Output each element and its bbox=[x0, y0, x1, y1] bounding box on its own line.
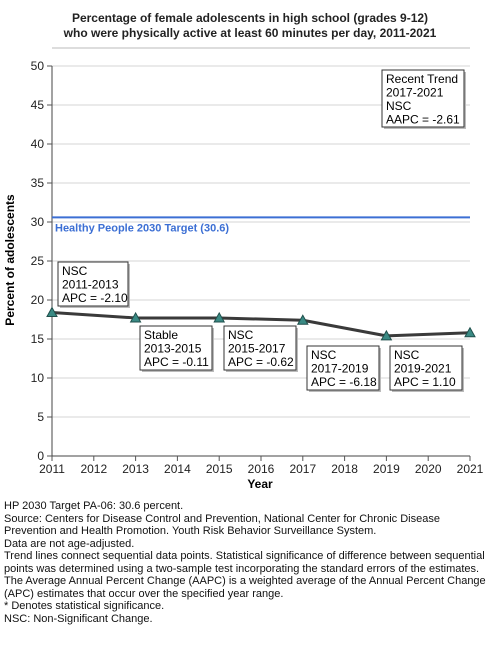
data-point-2013 bbox=[129, 311, 142, 323]
data-point-2011 bbox=[46, 306, 58, 317]
y-axis-label: Percent of adolescents bbox=[3, 194, 17, 326]
series-line-0 bbox=[51, 310, 471, 338]
y-tick-label-30: 30 bbox=[31, 215, 45, 229]
annotation-line: 2017-2021 bbox=[386, 86, 444, 100]
x-tick-label-2017: 2017 bbox=[289, 462, 316, 476]
annotation-box-frame bbox=[223, 325, 297, 371]
x-tick-label-2015: 2015 bbox=[206, 462, 233, 476]
annotation-box-frame bbox=[306, 345, 380, 391]
annotation-box-frame bbox=[57, 261, 129, 307]
y-tick-label-45: 45 bbox=[31, 98, 45, 112]
y-tick-label-10: 10 bbox=[31, 371, 45, 385]
y-tick-label-50: 50 bbox=[31, 59, 45, 73]
annotation-line: NSC bbox=[386, 99, 412, 113]
x-tick-label-2016: 2016 bbox=[248, 462, 275, 476]
y-tick-label-0: 0 bbox=[37, 449, 44, 463]
data-point-2017 bbox=[296, 314, 309, 325]
annotation-line: APC = -0.11 bbox=[144, 355, 209, 369]
annotation-box-frame bbox=[389, 345, 463, 391]
annotation-box-frame bbox=[139, 325, 213, 371]
annotation-line: 2017-2019 bbox=[311, 362, 369, 376]
target-label: Healthy People 2030 Target (30.6) bbox=[55, 222, 229, 234]
y-tick-label-25: 25 bbox=[31, 254, 45, 268]
note-aapc: The Average Annual Percent Change (AAPC)… bbox=[4, 575, 486, 600]
annotation-line: 2015-2017 bbox=[228, 342, 286, 356]
annotation-box-frame bbox=[381, 69, 465, 128]
note-source: Source: Centers for Disease Control and … bbox=[4, 512, 440, 538]
note-age-adjusted: Data are not age-adjusted. bbox=[4, 537, 135, 550]
annotation-line: NSC bbox=[311, 348, 337, 362]
line-chart: Percentage of female adolescents in high… bbox=[3, 11, 484, 491]
chart-notes: HP 2030 Target PA-06: 30.6 percent. Sour… bbox=[4, 500, 488, 625]
y-tick-label-20: 20 bbox=[31, 293, 45, 307]
x-tick-label-2020: 2020 bbox=[415, 462, 442, 476]
y-axis-ticks: 0 5 10 15 20 25 30 35 40 45 50 bbox=[31, 59, 52, 463]
annotation-line: APC = -6.18 bbox=[311, 375, 377, 389]
note-nsc: NSC: Non-Significant Change. bbox=[4, 612, 153, 625]
x-tick-label-2018: 2018 bbox=[331, 462, 358, 476]
data-point-2019 bbox=[380, 329, 393, 341]
target-group: Healthy People 2030 Target (30.6) bbox=[52, 216, 470, 234]
x-tick-label-2013: 2013 bbox=[122, 462, 149, 476]
data-point-2015 bbox=[213, 311, 226, 323]
annotation-line: APC = -0.62 bbox=[228, 355, 294, 369]
note-target: HP 2030 Target PA-06: 30.6 percent. bbox=[4, 500, 184, 512]
annotation-line: NSC bbox=[62, 264, 88, 278]
x-tick-label-2021: 2021 bbox=[457, 462, 484, 476]
chart-title-line-2: who were physically active at least 60 m… bbox=[63, 26, 437, 40]
x-axis-label: Year bbox=[247, 477, 273, 491]
note-significance: * Denotes statistical significance. bbox=[4, 600, 165, 612]
annotation-line: NSC bbox=[394, 348, 420, 362]
annotation-line: APC = -2.10 bbox=[62, 291, 128, 305]
annotation-line: AAPC = -2.61 bbox=[386, 113, 460, 127]
x-axis-ticks: 2011 2012 2013 2014 2015 2016 2017 2018 2019 2020… bbox=[39, 456, 484, 476]
annotation-line: APC = 1.10 bbox=[394, 375, 456, 389]
y-tick-label-35: 35 bbox=[31, 176, 45, 190]
x-tick-label-2011: 2011 bbox=[39, 462, 65, 476]
x-tick-label-2019: 2019 bbox=[373, 462, 400, 476]
x-tick-label-2014: 2014 bbox=[164, 462, 191, 476]
note-trend-lines: Trend lines connect sequential data poin… bbox=[4, 550, 485, 575]
y-tick-label-40: 40 bbox=[31, 137, 45, 151]
annotation-line: NSC bbox=[228, 328, 254, 342]
annotation-line: 2011-2013 bbox=[62, 278, 119, 292]
chart-title-line-1: Percentage of female adolescents in high… bbox=[72, 11, 428, 25]
series-group bbox=[46, 306, 476, 341]
x-tick-label-2012: 2012 bbox=[80, 462, 107, 476]
y-tick-label-5: 5 bbox=[37, 410, 44, 424]
y-tick-label-15: 15 bbox=[31, 332, 45, 346]
annotation-line: 2013-2015 bbox=[144, 342, 202, 356]
annotation-line: Recent Trend bbox=[386, 72, 458, 86]
annotation-line: Stable bbox=[144, 328, 178, 342]
annotation-line: 2019-2021 bbox=[394, 362, 452, 376]
data-point-2021 bbox=[464, 326, 476, 338]
